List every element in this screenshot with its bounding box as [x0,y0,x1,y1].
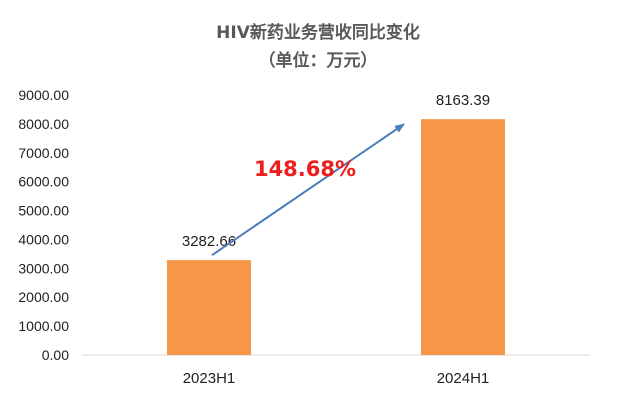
y-tick-label: 9000.00 [18,87,69,103]
chart-subtitle: （单位：万元） [259,50,378,71]
x-axis-ticks: 2023H1 2024H1 [183,370,490,387]
growth-arrow [211,123,405,256]
bars-group: 3282.66 8163.39 [167,92,505,355]
data-label: 3282.66 [182,233,236,250]
y-tick-label: 1000.00 [18,318,69,334]
y-tick-label: 2000.00 [18,289,69,305]
y-tick-label: 8000.00 [18,116,69,132]
y-tick-label: 3000.00 [18,260,69,276]
data-label: 8163.39 [436,92,490,109]
y-tick-label: 7000.00 [18,145,69,161]
growth-label: 148.68% [254,157,356,181]
y-tick-label: 5000.00 [18,203,69,219]
y-tick-label: 0.00 [42,347,69,363]
y-tick-label: 4000.00 [18,231,69,247]
bar-2023H1 [167,260,251,355]
x-tick-label: 2023H1 [183,370,236,387]
y-axis-ticks: 0.00 1000.00 2000.00 3000.00 4000.00 5000.00 6… [18,87,69,363]
y-tick-label: 6000.00 [18,174,69,190]
chart-title: HIV新药业务营收同比变化 [216,22,420,43]
x-tick-label: 2024H1 [437,370,490,387]
bar-2024H1 [421,119,505,355]
